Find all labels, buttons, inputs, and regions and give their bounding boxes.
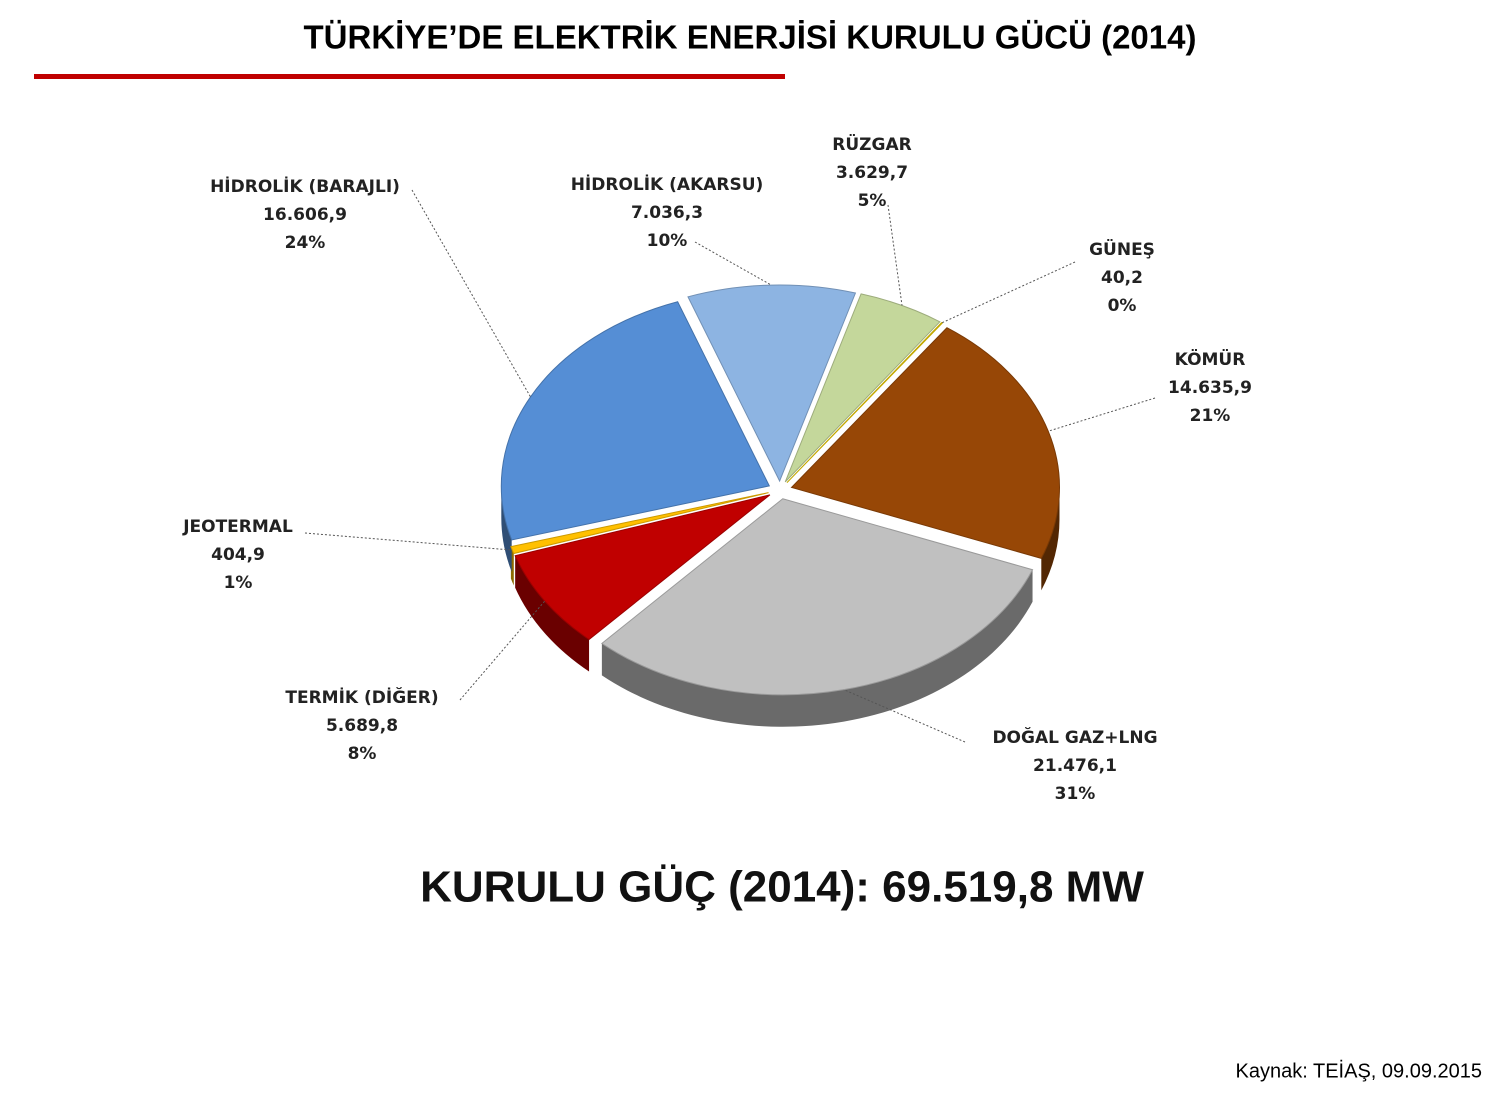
- leader-line: [459, 600, 546, 701]
- percent-label: 8%: [348, 744, 377, 764]
- value-label: 7.036,3: [631, 203, 703, 223]
- source: Kaynak: TEİAŞ, 09.09.2015: [1236, 1059, 1482, 1082]
- slice: [687, 284, 857, 483]
- summary: KURULU GÜÇ (2014): 69.519,8 MW: [420, 863, 1144, 912]
- slice-side: [501, 485, 512, 572]
- slice: [514, 494, 771, 641]
- value-label: 404,9: [211, 545, 265, 565]
- title-underline: [34, 74, 785, 79]
- value-label: 40,2: [1101, 268, 1143, 288]
- category-label: RÜZGAR: [832, 133, 911, 155]
- percent-label: 10%: [647, 231, 688, 251]
- percent-label: 31%: [1055, 784, 1096, 804]
- leader-line: [941, 261, 1076, 324]
- percent-label: 5%: [858, 191, 887, 211]
- percent-label: 24%: [285, 233, 326, 253]
- leader-line: [1048, 397, 1156, 432]
- value-label: 3.629,7: [836, 163, 908, 183]
- percent-label: 1%: [224, 573, 253, 593]
- slice: [601, 498, 1034, 696]
- percent-label: 0%: [1108, 296, 1137, 316]
- category-label: HİDROLİK (BARAJLI): [210, 175, 400, 197]
- leader-line: [694, 241, 772, 286]
- category-label: KÖMÜR: [1175, 348, 1246, 370]
- slice: [510, 492, 769, 555]
- value-label: 21.476,1: [1033, 756, 1117, 776]
- category-label: JEOTERMAL: [182, 517, 293, 537]
- value-label: 16.606,9: [263, 205, 347, 225]
- value-label: 5.689,8: [326, 716, 398, 736]
- slice: [784, 293, 941, 483]
- category-label: TERMİK (DİĞER): [285, 686, 438, 708]
- leader-line: [411, 189, 531, 398]
- slice: [500, 301, 771, 541]
- slice-side: [515, 555, 590, 672]
- category-label: DOĞAL GAZ+LNG: [992, 726, 1157, 748]
- leader-line: [304, 532, 513, 551]
- value-label: 14.635,9: [1168, 378, 1252, 398]
- slice: [790, 327, 1060, 559]
- chart-title: TÜRKİYE’DE ELEKTRİK ENERJİSİ KURULU GÜCÜ…: [304, 19, 1197, 56]
- category-label: GÜNEŞ: [1089, 238, 1155, 260]
- category-label: HİDROLİK (AKARSU): [571, 173, 764, 195]
- percent-label: 21%: [1190, 406, 1231, 426]
- leader-line: [887, 204, 903, 306]
